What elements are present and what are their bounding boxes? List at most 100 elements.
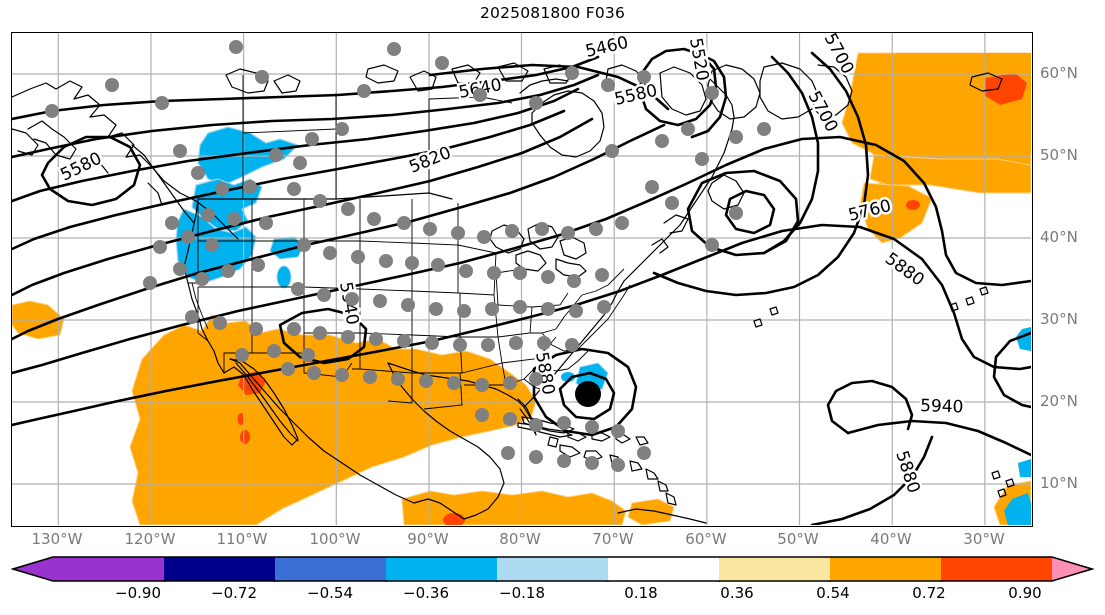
station-marker	[529, 372, 543, 386]
station-marker	[143, 276, 157, 290]
xtick-label: 40°W	[870, 530, 912, 548]
station-marker	[281, 362, 295, 376]
station-marker-layer	[45, 40, 771, 472]
xtick-label: 100°W	[309, 530, 361, 548]
station-marker	[419, 374, 433, 388]
station-marker	[191, 166, 205, 180]
xtick-label: 90°W	[407, 530, 449, 548]
station-marker	[665, 196, 679, 210]
station-marker	[459, 264, 473, 278]
station-marker	[513, 300, 527, 314]
shaded-anomaly-layer	[12, 52, 1031, 525]
svg-text:5520: 5520	[685, 36, 712, 82]
station-marker	[345, 292, 359, 306]
station-marker	[335, 368, 349, 382]
colorbar-tick-label: 0.36	[720, 584, 754, 602]
station-marker	[561, 226, 575, 240]
station-marker	[243, 180, 257, 194]
ytick-label: 40°N	[1040, 228, 1078, 246]
colorbar-tick-label: 0.72	[912, 584, 946, 602]
station-marker	[287, 322, 301, 336]
colorbar-over-arrow	[1052, 557, 1092, 581]
xtick-label: 130°W	[31, 530, 83, 548]
station-marker	[541, 270, 555, 284]
station-marker	[503, 412, 517, 426]
station-marker	[201, 208, 215, 222]
ytick-label: 20°N	[1040, 392, 1078, 410]
page-title: 2025081800 F036	[479, 4, 626, 22]
station-marker	[565, 338, 579, 352]
station-marker	[105, 78, 119, 92]
station-marker	[729, 206, 743, 220]
station-marker	[291, 282, 305, 296]
colorbar-tick-label: −0.90	[115, 584, 161, 602]
station-marker	[695, 152, 709, 166]
map-plot-area[interactable]: 5580 5640 5460 5580 5520 5700 5700	[11, 32, 1033, 527]
colorbar-band	[164, 557, 276, 581]
station-marker	[605, 144, 619, 158]
colorbar-tick-label: −0.18	[499, 584, 545, 602]
colorbar-tick-label: −0.36	[403, 584, 449, 602]
svg-text:5580: 5580	[613, 81, 660, 110]
svg-text:5820: 5820	[406, 143, 454, 178]
colorbar-band	[719, 557, 831, 581]
xtick-label: 120°W	[124, 530, 176, 548]
station-marker	[305, 132, 319, 146]
station-marker	[397, 216, 411, 230]
station-marker	[529, 96, 543, 110]
colorbar-tick-label: −0.72	[211, 584, 257, 602]
station-marker	[475, 378, 489, 392]
svg-text:5700: 5700	[820, 33, 858, 78]
station-marker	[541, 302, 555, 316]
station-marker	[537, 336, 551, 350]
station-marker	[165, 216, 179, 230]
station-marker	[227, 212, 241, 226]
colorbar-outline	[11, 556, 1094, 582]
station-marker	[429, 302, 443, 316]
station-marker	[363, 370, 377, 384]
station-marker	[367, 212, 381, 226]
station-marker	[235, 348, 249, 362]
station-marker	[45, 104, 59, 118]
station-marker	[705, 238, 719, 252]
colorbar[interactable]	[11, 556, 1094, 582]
svg-text:5880: 5880	[881, 249, 928, 291]
station-marker	[351, 250, 365, 264]
station-marker	[373, 294, 387, 308]
station-marker	[457, 304, 471, 318]
station-marker	[369, 332, 383, 346]
colorbar-band	[386, 557, 498, 581]
station-marker	[229, 40, 243, 54]
xtick-label: 50°W	[777, 530, 819, 548]
station-marker	[435, 56, 449, 70]
station-marker	[611, 458, 625, 472]
station-marker	[505, 224, 519, 238]
station-marker	[323, 246, 337, 260]
station-marker	[589, 222, 603, 236]
station-marker	[557, 454, 571, 468]
colorbar-svg	[11, 556, 1094, 582]
station-marker	[313, 194, 327, 208]
colorbar-band	[497, 557, 609, 581]
station-marker	[681, 122, 695, 136]
colorbar-under-arrow	[13, 557, 53, 581]
map-svg: 5580 5640 5460 5580 5520 5700 5700	[12, 33, 1031, 525]
station-marker	[481, 338, 495, 352]
xtick-label: 60°W	[685, 530, 727, 548]
station-marker	[405, 256, 419, 270]
station-marker	[729, 130, 743, 144]
ytick-label: 60°N	[1040, 64, 1078, 82]
station-marker	[757, 122, 771, 136]
xtick-label: 110°W	[216, 530, 268, 548]
station-marker	[251, 258, 265, 272]
station-marker	[453, 338, 467, 352]
station-marker	[387, 42, 401, 56]
station-marker	[313, 326, 327, 340]
station-marker	[595, 268, 609, 282]
station-marker	[535, 222, 549, 236]
station-marker	[637, 70, 651, 84]
station-marker	[557, 416, 571, 430]
station-marker	[335, 122, 349, 136]
station-marker	[155, 96, 169, 110]
